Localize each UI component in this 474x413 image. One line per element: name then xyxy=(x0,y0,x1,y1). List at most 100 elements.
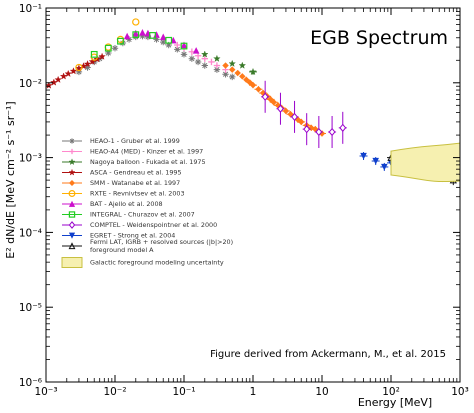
data-point xyxy=(105,49,112,57)
legend-marker xyxy=(69,138,75,144)
legend: HEAO-1 - Gruber et al. 1999 HEAO-A4 (MED)… xyxy=(61,137,233,268)
data-point xyxy=(180,41,188,49)
data-point xyxy=(222,71,229,78)
data-point xyxy=(298,118,305,126)
data-point xyxy=(75,63,83,72)
data-point xyxy=(261,92,269,101)
y-axis-label: E² dN/dE [MeV cm⁻² s⁻¹ sr⁻¹] xyxy=(4,101,17,258)
data-point xyxy=(125,36,133,43)
data-point xyxy=(372,157,379,165)
data-point xyxy=(229,66,236,73)
data-point xyxy=(111,45,119,52)
data-point xyxy=(69,67,78,75)
data-point xyxy=(64,69,72,77)
legend-label: COMPTEL - Weidenspointner et al. 2000 xyxy=(90,221,217,229)
data-point xyxy=(234,69,241,77)
data-point xyxy=(174,46,181,53)
data-point xyxy=(54,75,62,83)
x-tick-label: 10⁻³ xyxy=(34,386,57,398)
x-tick-label: 1 xyxy=(250,386,257,398)
data-point xyxy=(132,29,140,37)
y-tick-label: 10⁻⁴ xyxy=(19,227,42,239)
data-point xyxy=(360,152,367,160)
data-point xyxy=(228,59,236,67)
data-point xyxy=(180,42,188,50)
y-tick-label: 10⁻⁶ xyxy=(19,377,42,389)
data-point xyxy=(201,55,208,62)
y-tick-label: 10⁻³ xyxy=(19,153,42,165)
legend-marker xyxy=(68,179,76,187)
data-point xyxy=(291,112,298,122)
plot-area xyxy=(45,18,461,186)
data-point xyxy=(315,127,323,137)
data-point xyxy=(139,32,146,40)
data-point xyxy=(123,32,131,40)
data-point xyxy=(287,111,294,118)
data-point xyxy=(213,62,221,69)
legend-label: ASCA - Gendreau et al. 1995 xyxy=(90,169,182,177)
data-point xyxy=(192,47,200,54)
data-point xyxy=(84,64,91,71)
data-point xyxy=(117,37,124,45)
x-tick-label: 10 xyxy=(315,386,328,398)
legend-marker xyxy=(68,190,76,197)
data-point xyxy=(208,58,215,66)
legend-marker xyxy=(68,168,76,176)
data-point xyxy=(75,64,83,72)
series-2 xyxy=(201,50,257,76)
x-tick-label: 10⁻² xyxy=(103,386,126,398)
legend-marker xyxy=(68,200,76,207)
data-point xyxy=(180,51,188,58)
series-3 xyxy=(45,52,106,89)
data-point xyxy=(139,29,146,36)
axes: 10⁻³ 10⁻² 10⁻¹ 1 10 10² 10³ 10⁻⁶ 10⁻⁵ 10⁻⁴ 10⁻³ 10⁻… xyxy=(19,3,469,398)
y-tick-label: 10⁻¹ xyxy=(19,3,42,15)
data-point xyxy=(59,72,68,80)
data-point xyxy=(249,81,257,89)
legend-marker xyxy=(68,211,76,218)
data-point xyxy=(153,36,160,43)
data-point xyxy=(282,107,290,115)
data-point xyxy=(188,55,196,62)
data-point xyxy=(98,52,106,60)
legend-label: Galactic foreground modeling uncertainty xyxy=(90,259,224,267)
legend-marker xyxy=(68,232,76,239)
y-tick-label: 10⁻⁵ xyxy=(19,302,42,314)
data-point xyxy=(144,33,152,41)
data-point xyxy=(132,18,140,26)
data-point xyxy=(213,54,221,62)
data-point xyxy=(238,61,247,69)
data-point xyxy=(213,66,221,73)
x-tick-label: 10³ xyxy=(451,386,469,398)
data-point xyxy=(277,104,284,113)
legend-marker xyxy=(69,148,75,155)
data-point xyxy=(160,38,167,46)
legend-label: INTEGRAL - Churazov et al. 2007 xyxy=(90,211,195,219)
legend-marker xyxy=(68,158,76,165)
series-6 xyxy=(123,29,200,54)
data-point xyxy=(174,41,181,49)
legend-marker xyxy=(61,257,83,268)
legend-label: HEAO-1 - Gruber et al. 1999 xyxy=(90,137,180,145)
data-point xyxy=(201,62,208,69)
legend-label: HEAO-A4 (MED) - Kinzer et al. 1997 xyxy=(90,148,203,156)
data-point xyxy=(222,62,229,69)
data-point xyxy=(339,123,347,132)
data-point xyxy=(159,33,167,41)
y-tick-label: 10⁻² xyxy=(19,78,42,90)
legend-label: RXTE - Revnivtsev et al. 2003 xyxy=(90,190,185,198)
data-point xyxy=(83,60,92,68)
data-point xyxy=(194,58,202,66)
x-tick-label: 10⁻¹ xyxy=(172,386,195,398)
data-point xyxy=(75,68,83,76)
data-point xyxy=(239,73,246,80)
legend-label-continued: foreground model A xyxy=(90,246,154,254)
data-point xyxy=(104,44,112,52)
x-tick-label: 10² xyxy=(382,386,400,398)
data-point xyxy=(328,127,336,137)
legend-marker xyxy=(68,221,76,229)
data-point xyxy=(229,73,236,81)
data-point xyxy=(201,50,209,58)
data-point xyxy=(165,41,172,49)
